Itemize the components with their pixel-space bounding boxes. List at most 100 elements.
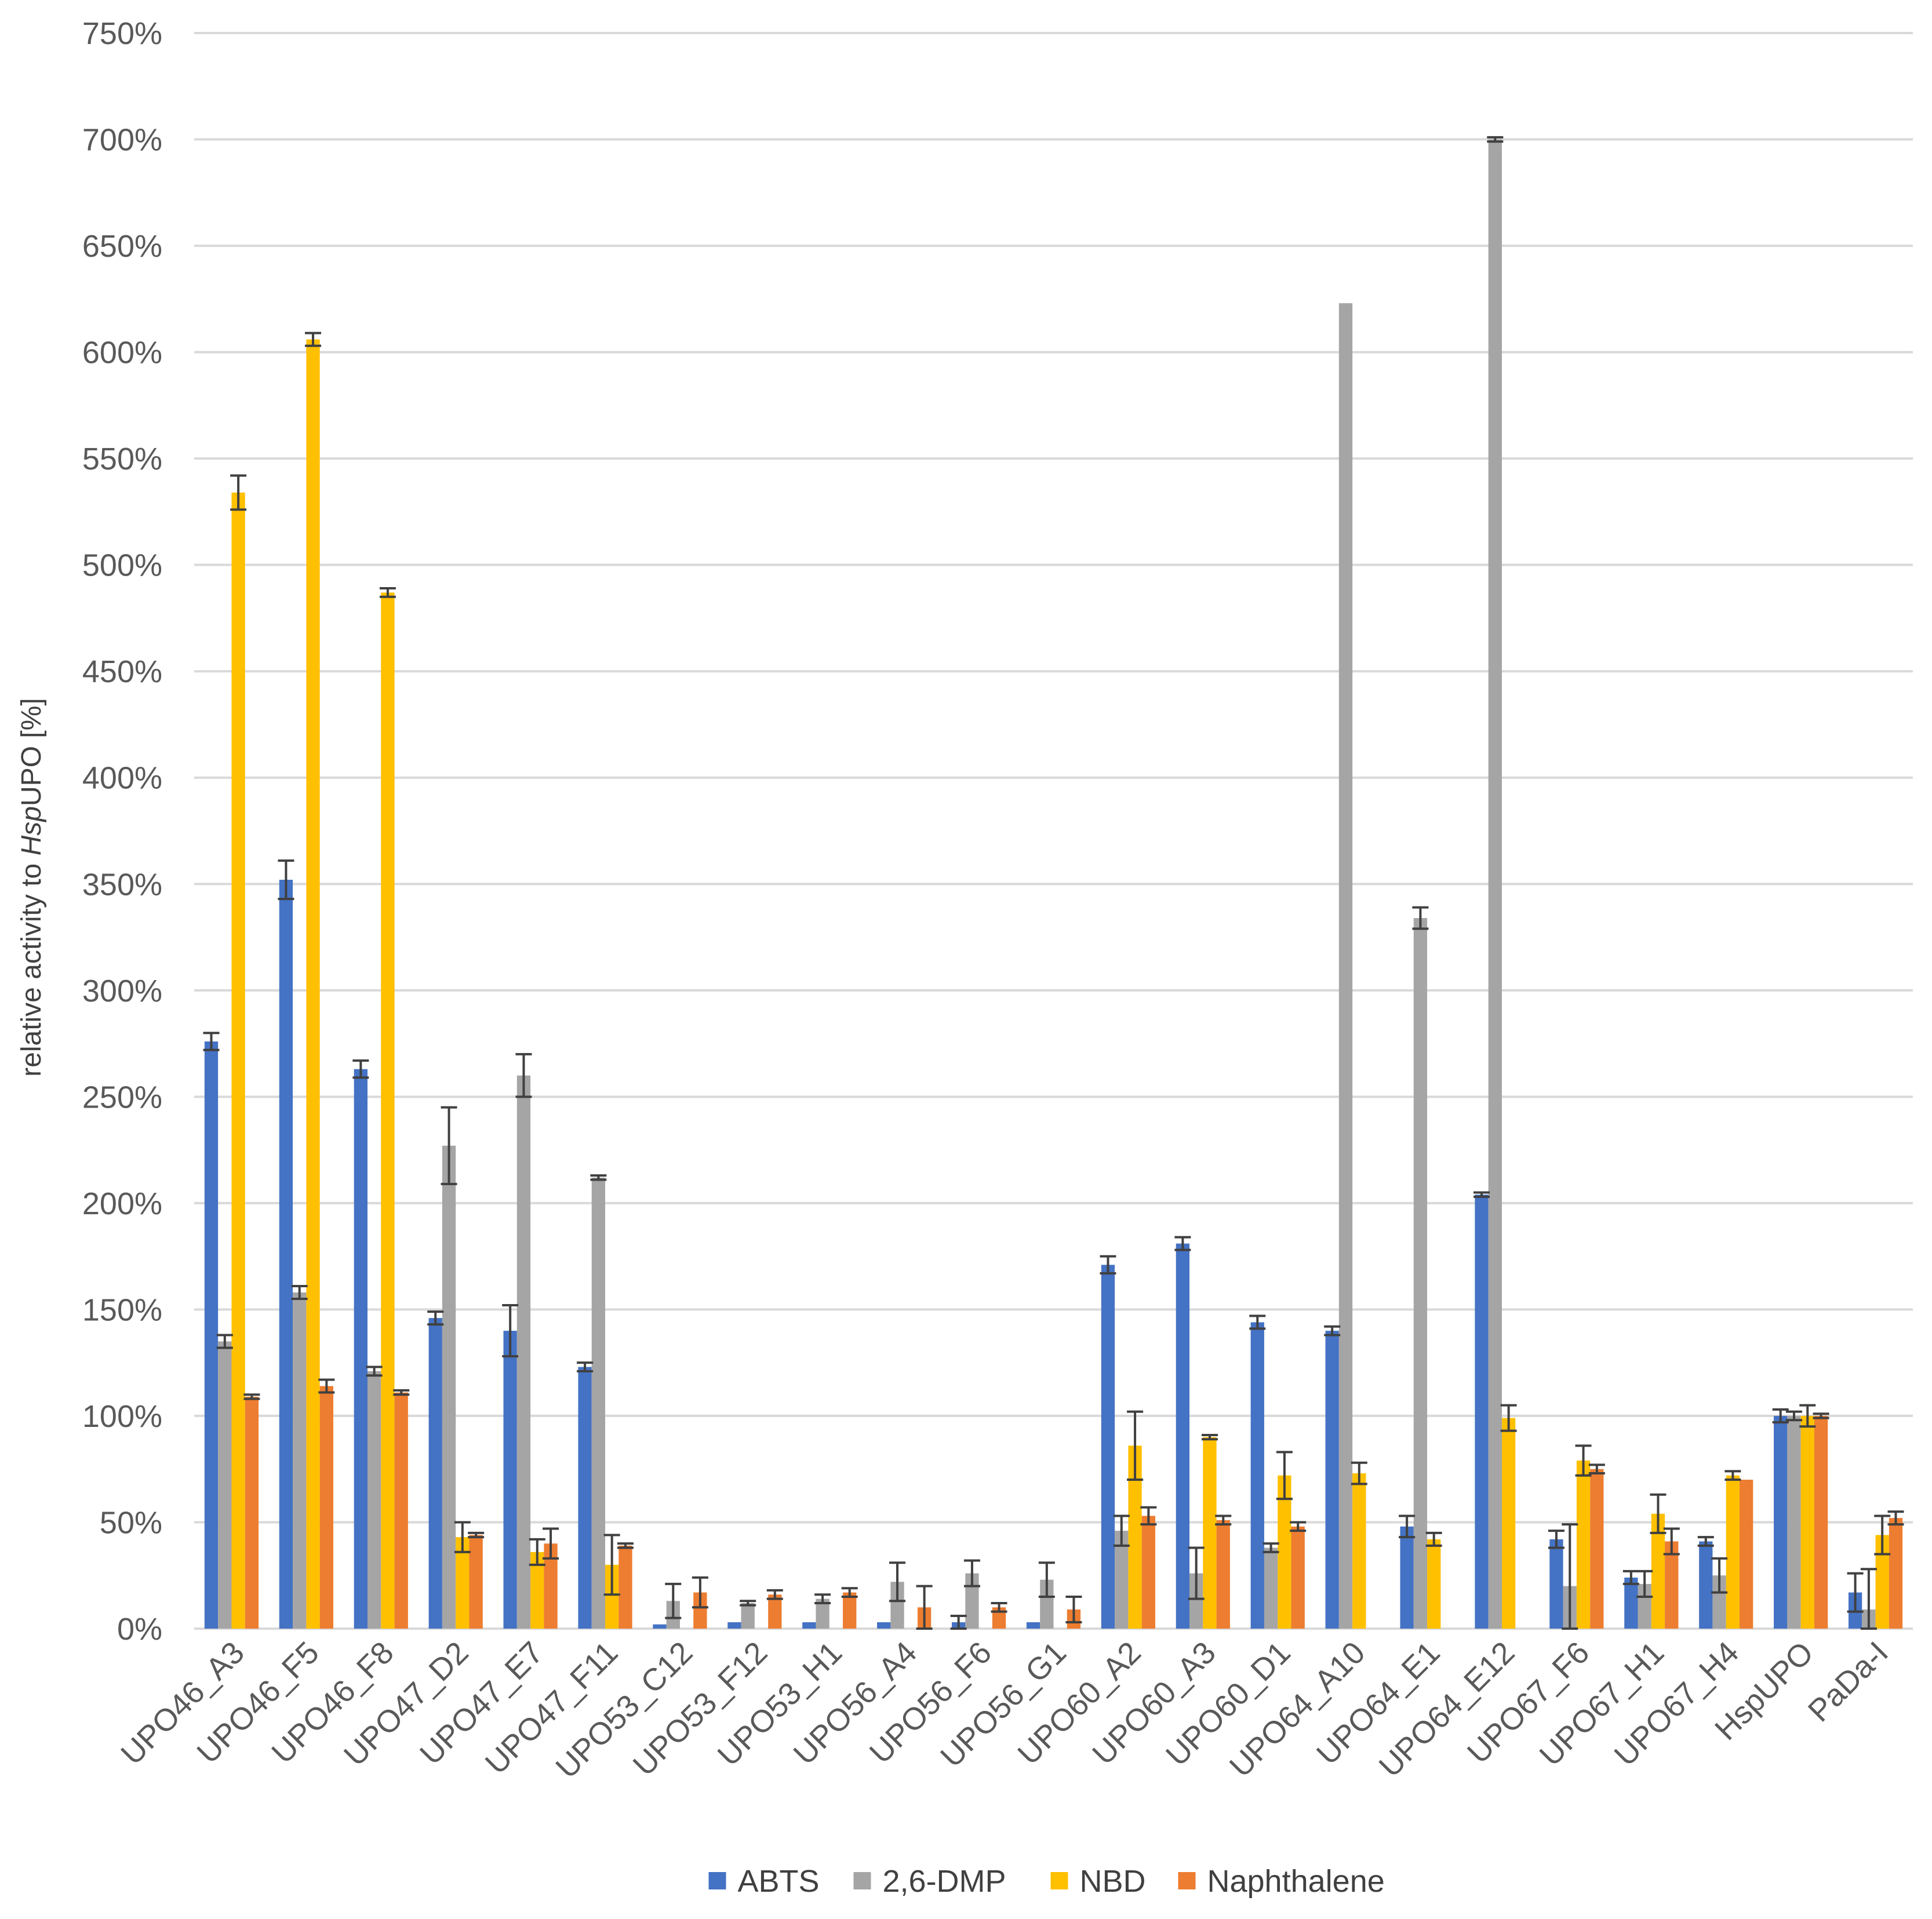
bar-nbd-upo64-a10 (1352, 1473, 1366, 1629)
bar-abts-upo56-a4 (877, 1622, 891, 1629)
error-bar (230, 474, 247, 511)
bar-naphthalene-upo67-h1 (1665, 1541, 1679, 1629)
error-bar (1249, 1314, 1266, 1330)
error-bar (1860, 1568, 1877, 1630)
y-tick-label: 450% (82, 654, 162, 689)
bar-nbd-hspupo (1800, 1415, 1814, 1629)
bar-2-6-dmp-upo67-h4 (1712, 1575, 1726, 1629)
y-tick-label: 150% (82, 1292, 162, 1327)
error-bar (766, 1589, 783, 1600)
bar-naphthalene-upo67-h4 (1740, 1480, 1753, 1629)
error-bar (1262, 1542, 1279, 1553)
y-tick-label: 50% (100, 1505, 162, 1540)
y-tick-label: 200% (82, 1186, 162, 1221)
error-bar (1697, 1536, 1714, 1547)
bar-naphthalene-upo53-f12 (768, 1594, 782, 1629)
y-tick-label: 300% (82, 974, 162, 1008)
error-bar (1562, 1523, 1578, 1630)
bar-naphthalene-upo60-a2 (1141, 1516, 1156, 1629)
bar-2-6-dmp-hspupo (1787, 1415, 1801, 1629)
bar-2-6-dmp-upo60-a3 (1189, 1573, 1203, 1629)
bar-naphthalene-upo60-a3 (1216, 1520, 1230, 1629)
error-bar (950, 1614, 967, 1630)
bar-abts-hspupo (1774, 1415, 1788, 1629)
error-bar (454, 1521, 471, 1553)
bar-2-6-dmp-upo64-e1 (1413, 917, 1428, 1629)
bar-naphthalene-pada-i (1889, 1518, 1903, 1629)
error-bar (1174, 1236, 1191, 1251)
error-bar (1548, 1530, 1564, 1549)
bar-nbd-upo67-h1 (1651, 1513, 1665, 1629)
error-bar (515, 1053, 532, 1098)
error-bar (305, 332, 322, 347)
error-bar (991, 1601, 1007, 1613)
error-bar (577, 1361, 594, 1372)
error-bar (1711, 1557, 1728, 1594)
error-bar (1100, 1255, 1116, 1275)
error-bar (352, 1059, 369, 1079)
error-bar (1127, 1410, 1144, 1481)
y-axis-ticks: 0% 50% 100% 150% 200% 250% 300% 350% 400% 450% 500… (82, 16, 162, 1647)
bar-nbd-upo67-f6 (1576, 1461, 1591, 1629)
error-bar (1663, 1527, 1680, 1556)
legend-label: 2,6-DMP (883, 1864, 1006, 1899)
error-bar (1813, 1412, 1829, 1419)
bar-nbd-upo60-d1 (1278, 1475, 1291, 1629)
error-bar (318, 1378, 335, 1394)
bar-abts-upo46-a3 (204, 1041, 219, 1629)
bar-naphthalene-upo46-f5 (319, 1386, 333, 1629)
error-bar (1473, 1191, 1490, 1198)
bar-abts-upo53-f12 (727, 1622, 741, 1629)
bar-2-6-dmp-upo46-f8 (367, 1371, 381, 1629)
bar-naphthalene-upo60-d1 (1291, 1526, 1305, 1629)
y-tick-label: 250% (82, 1080, 162, 1115)
error-bar (1847, 1572, 1864, 1613)
legend-label: Naphthalene (1207, 1864, 1385, 1899)
bar-abts-upo67-h4 (1699, 1541, 1713, 1629)
bar-2-6-dmp-upo64-a10 (1338, 303, 1353, 1629)
error-bar (1324, 1325, 1341, 1337)
bar-2-6-dmp-upo46-a3 (218, 1341, 232, 1629)
bar-abts-upo60-d1 (1250, 1322, 1264, 1629)
error-bars (203, 136, 1904, 1630)
bar-naphthalene-upo47-f11 (618, 1545, 632, 1629)
error-bar (1351, 1461, 1367, 1485)
bar-nbd-upo46-f5 (306, 339, 320, 1629)
y-tick-label: 750% (82, 16, 162, 51)
y-axis-title-prefix: relative activity to (16, 855, 47, 1076)
bar-abts-upo64-a10 (1325, 1331, 1339, 1629)
error-bar (441, 1106, 457, 1185)
error-bar (1650, 1493, 1667, 1534)
error-bar (1724, 1470, 1741, 1481)
error-bar (1065, 1595, 1082, 1623)
bar-2-6-dmp-upo46-f5 (293, 1292, 307, 1629)
error-bar (379, 587, 396, 598)
bar-naphthalene-upo53-h1 (843, 1592, 857, 1629)
bar-2-6-dmp-upo47-f11 (591, 1177, 606, 1629)
legend-swatch (1178, 1872, 1196, 1889)
bar-abts-upo46-f8 (354, 1069, 368, 1629)
bar-abts-upo64-e12 (1475, 1195, 1489, 1629)
error-bar (916, 1585, 933, 1630)
bar-2-6-dmp-upo60-a2 (1115, 1531, 1129, 1629)
legend-swatch (853, 1872, 871, 1889)
error-bar (529, 1538, 545, 1566)
error-bar (1276, 1451, 1293, 1501)
error-bar (1188, 1546, 1205, 1600)
bar-nbd-upo47-f11 (605, 1564, 619, 1629)
error-bar (1487, 136, 1504, 143)
error-bar (590, 1174, 607, 1181)
y-axis-title-suffix: UPO [%] (16, 698, 47, 806)
bars (204, 139, 1903, 1629)
y-tick-label: 650% (82, 229, 162, 264)
y-tick-label: 600% (82, 336, 162, 370)
bar-2-6-dmp-upo56-a4 (890, 1582, 904, 1629)
bar-abts-upo53-h1 (802, 1622, 816, 1629)
bar-nbd-upo67-h4 (1726, 1475, 1740, 1629)
error-bar (1772, 1408, 1789, 1423)
bar-2-6-dmp-upo47-d2 (442, 1145, 456, 1629)
error-bar (543, 1527, 559, 1560)
bar-abts-upo60-a2 (1101, 1265, 1115, 1629)
error-bar (1399, 1514, 1416, 1539)
